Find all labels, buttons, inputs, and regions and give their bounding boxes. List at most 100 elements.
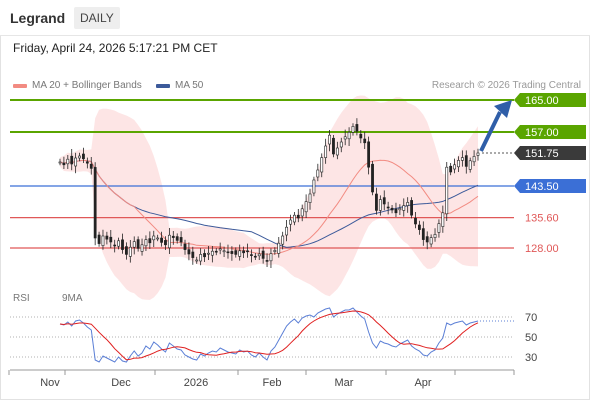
candle	[445, 162, 449, 221]
candle-up	[343, 136, 347, 140]
candle	[89, 157, 93, 175]
candle-down	[105, 235, 109, 240]
candle	[351, 123, 355, 136]
candle	[105, 231, 109, 245]
forecast-arrow	[479, 100, 512, 152]
candle-down	[367, 141, 371, 168]
candle	[58, 158, 62, 166]
candle	[183, 239, 187, 255]
level-tag-box	[514, 93, 586, 107]
candle-up	[74, 157, 78, 167]
candle	[199, 248, 203, 266]
candle-down	[418, 224, 421, 230]
candle-up	[269, 253, 273, 262]
candle-up	[406, 202, 410, 206]
candle	[234, 247, 238, 258]
candle-down	[183, 243, 187, 250]
candle-down	[187, 249, 191, 255]
candle	[175, 233, 179, 244]
candle	[85, 157, 89, 169]
candle	[367, 136, 371, 175]
candle	[257, 247, 261, 260]
candle-up	[222, 250, 226, 253]
candle-down	[253, 255, 257, 258]
candle-up	[308, 193, 312, 203]
candle-down	[386, 206, 390, 209]
candle-up	[66, 158, 70, 165]
candle	[109, 230, 113, 249]
candle	[414, 212, 417, 229]
candle-up	[320, 157, 324, 173]
candle	[371, 161, 374, 196]
candle-down	[214, 250, 218, 253]
candle	[117, 237, 120, 250]
candle	[222, 246, 226, 257]
candle	[214, 248, 218, 256]
candle-down	[125, 246, 128, 255]
candle	[203, 249, 206, 262]
candle	[265, 253, 269, 267]
candle-up	[199, 254, 203, 262]
candle	[339, 137, 343, 153]
arrow-head	[494, 100, 512, 118]
level-tag: 135.60	[525, 213, 559, 225]
candle-down	[109, 236, 113, 243]
candle-up	[117, 240, 120, 247]
candle-up	[347, 132, 351, 140]
candle-up	[453, 164, 456, 170]
candle	[394, 202, 398, 217]
candle	[332, 135, 335, 158]
ma20-swatch	[13, 83, 27, 88]
candle	[179, 231, 183, 247]
candle-up	[316, 169, 320, 178]
candle-up	[300, 208, 304, 217]
candle	[152, 230, 156, 247]
candle	[62, 156, 66, 169]
candle	[261, 246, 265, 264]
candle-down	[449, 165, 453, 173]
candle	[320, 153, 324, 178]
candle	[74, 152, 78, 174]
candle	[457, 156, 460, 172]
candle-up	[351, 126, 355, 133]
candle	[308, 188, 312, 210]
level-tag: 151.75	[514, 146, 586, 160]
x-axis: Nov Dec 2026 Feb Mar Apr	[8, 369, 515, 389]
candle-down	[390, 207, 394, 211]
level-tag-label: 157.00	[525, 127, 559, 139]
legend-9ma: 9MA	[62, 293, 83, 304]
candle	[167, 228, 171, 254]
period-selector[interactable]: DAILY	[74, 7, 120, 29]
arrow-shaft	[479, 111, 502, 152]
rsi-label: RSI	[13, 293, 30, 304]
candle	[359, 130, 363, 144]
candle	[386, 201, 390, 215]
candle-up	[437, 223, 441, 233]
candle-up	[324, 145, 328, 158]
candle-up	[457, 160, 460, 168]
candle	[296, 209, 300, 223]
x-tick-label: Mar	[335, 377, 354, 389]
candle-down	[230, 251, 234, 254]
candle	[132, 236, 136, 255]
candle-down	[242, 250, 246, 254]
x-tick-label: Dec	[111, 377, 131, 389]
candle-up	[218, 248, 222, 251]
candle-up	[207, 252, 210, 255]
candle	[289, 214, 292, 232]
candle-up	[195, 259, 199, 262]
candle	[476, 148, 480, 161]
candle	[101, 229, 105, 250]
level-tag-label: 135.60	[525, 213, 559, 225]
candle-up	[304, 201, 308, 213]
candle-up	[445, 166, 449, 215]
candle-down	[363, 138, 367, 144]
candle-up	[132, 241, 136, 248]
rsi-line	[59, 307, 479, 363]
candle	[210, 246, 214, 263]
candle-down	[171, 235, 175, 238]
candle-down	[425, 236, 429, 243]
level-tag-label: 151.75	[525, 148, 559, 160]
candle	[164, 236, 167, 250]
